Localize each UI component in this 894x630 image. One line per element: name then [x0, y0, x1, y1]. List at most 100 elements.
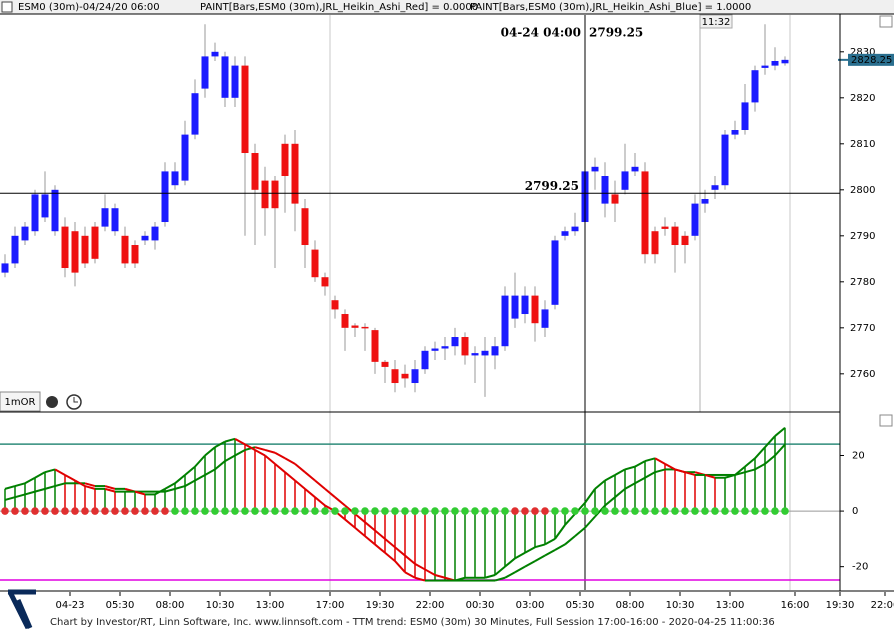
candle-body: [31, 194, 39, 232]
momentum-line: [294, 479, 306, 490]
candle-body: [371, 330, 379, 362]
momentum-line: [514, 551, 526, 560]
signal-line: [304, 471, 316, 482]
candle-body: [621, 171, 629, 190]
squeeze-dot: [711, 507, 719, 515]
candle-body: [491, 346, 499, 356]
momentum-line: [554, 524, 566, 540]
squeeze-dot: [581, 507, 589, 515]
last-price: 2828.25: [851, 55, 892, 66]
signal-line: [614, 488, 626, 498]
header-symbol: ESM0 (30m)-04/24/20 06:00: [18, 2, 160, 13]
momentum-line: [384, 551, 396, 562]
squeeze-dot: [371, 507, 379, 515]
momentum-line: [454, 576, 466, 582]
momentum-line: [674, 468, 686, 474]
signal-line: [14, 493, 26, 499]
candle-body: [601, 176, 609, 204]
squeeze-dot: [121, 507, 129, 515]
signal-line: [754, 462, 766, 471]
squeeze-dot: [221, 507, 229, 515]
candle-body: [681, 235, 689, 246]
momentum-line: [224, 437, 236, 443]
button[interactable]: [0, 391, 41, 412]
x-tick-label: 08:00: [616, 600, 645, 611]
close-icon[interactable]: [1, 1, 13, 13]
cursor-time-box: [699, 14, 733, 29]
candle-body: [521, 295, 529, 315]
candle-body: [571, 226, 579, 232]
timer-icon[interactable]: [46, 396, 58, 408]
candle-body: [121, 235, 129, 264]
candle-body: [151, 226, 159, 241]
x-tick-label: 13:00: [256, 600, 285, 611]
signal-line: [534, 554, 546, 562]
momentum-line: [774, 426, 786, 437]
squeeze-dot: [431, 507, 439, 515]
candle-body: [351, 325, 359, 328]
squeeze-dot: [11, 507, 19, 515]
candle-body: [311, 249, 319, 278]
squeeze-dot: [551, 507, 559, 515]
squeeze-dot: [751, 507, 759, 515]
momentum-line: [204, 446, 216, 457]
candle-body: [471, 353, 479, 356]
candle-body: [711, 185, 719, 190]
candle-body: [551, 240, 559, 305]
candle-body: [241, 65, 249, 154]
candle-body: [561, 231, 569, 236]
candle-body: [141, 235, 149, 241]
header-paint-red: PAINT[Bars,ESM0 (30m),JRL_Heikin_Ashi_Re…: [200, 2, 478, 13]
squeeze-dot: [621, 507, 629, 515]
momentum-line: [414, 576, 426, 582]
momentum-line: [14, 482, 26, 488]
momentum-line: [164, 482, 176, 490]
candle-body: [171, 171, 179, 186]
footer: Chart by Investor/RT, Linn Software, Inc…: [50, 617, 775, 628]
logo: [7, 589, 36, 630]
signal-line: [644, 471, 656, 479]
signal-line: [24, 490, 36, 496]
momentum-line: [264, 454, 276, 465]
squeeze-dot: [411, 507, 419, 515]
momentum-line: [244, 443, 256, 451]
squeeze-dot: [451, 507, 459, 515]
candle-body: [641, 171, 649, 255]
signal-line: [634, 476, 646, 485]
candle-body: [341, 314, 349, 328]
candle-body: [1, 263, 9, 273]
signal-line: [604, 496, 616, 507]
candle-body: [721, 134, 729, 186]
button-label[interactable]: 1mOR: [5, 397, 36, 408]
squeeze-dot: [691, 507, 699, 515]
squeeze-dot: [571, 507, 579, 515]
squeeze-dot: [41, 507, 49, 515]
y-tick-label: 2770: [850, 323, 875, 334]
momentum-line: [354, 526, 366, 537]
candle-body: [281, 143, 289, 177]
x-tick-label: 19:30: [366, 600, 395, 611]
candle-body: [591, 166, 599, 172]
squeeze-dot: [441, 507, 449, 515]
squeeze-dot: [731, 507, 739, 515]
momentum-line: [524, 546, 536, 554]
squeeze-dot: [91, 507, 99, 515]
signal-line: [374, 529, 386, 540]
squeeze-dot: [301, 507, 309, 515]
momentum-line: [184, 465, 196, 476]
momentum-line: [364, 535, 376, 546]
candle-body: [391, 369, 399, 384]
candle-body: [631, 166, 639, 172]
signal-line: [334, 496, 346, 507]
signal-line: [174, 485, 186, 490]
candle-body: [421, 350, 429, 370]
x-tick-label: 00:30: [466, 600, 495, 611]
squeeze-dot: [641, 507, 649, 515]
candle-body: [21, 226, 29, 241]
candle-body: [231, 65, 239, 98]
momentum-line: [634, 460, 646, 468]
y-tick-label: 2790: [850, 231, 875, 242]
y-tick-label: 2810: [850, 139, 875, 150]
squeeze-dot: [701, 507, 709, 515]
momentum-line: [564, 513, 576, 526]
